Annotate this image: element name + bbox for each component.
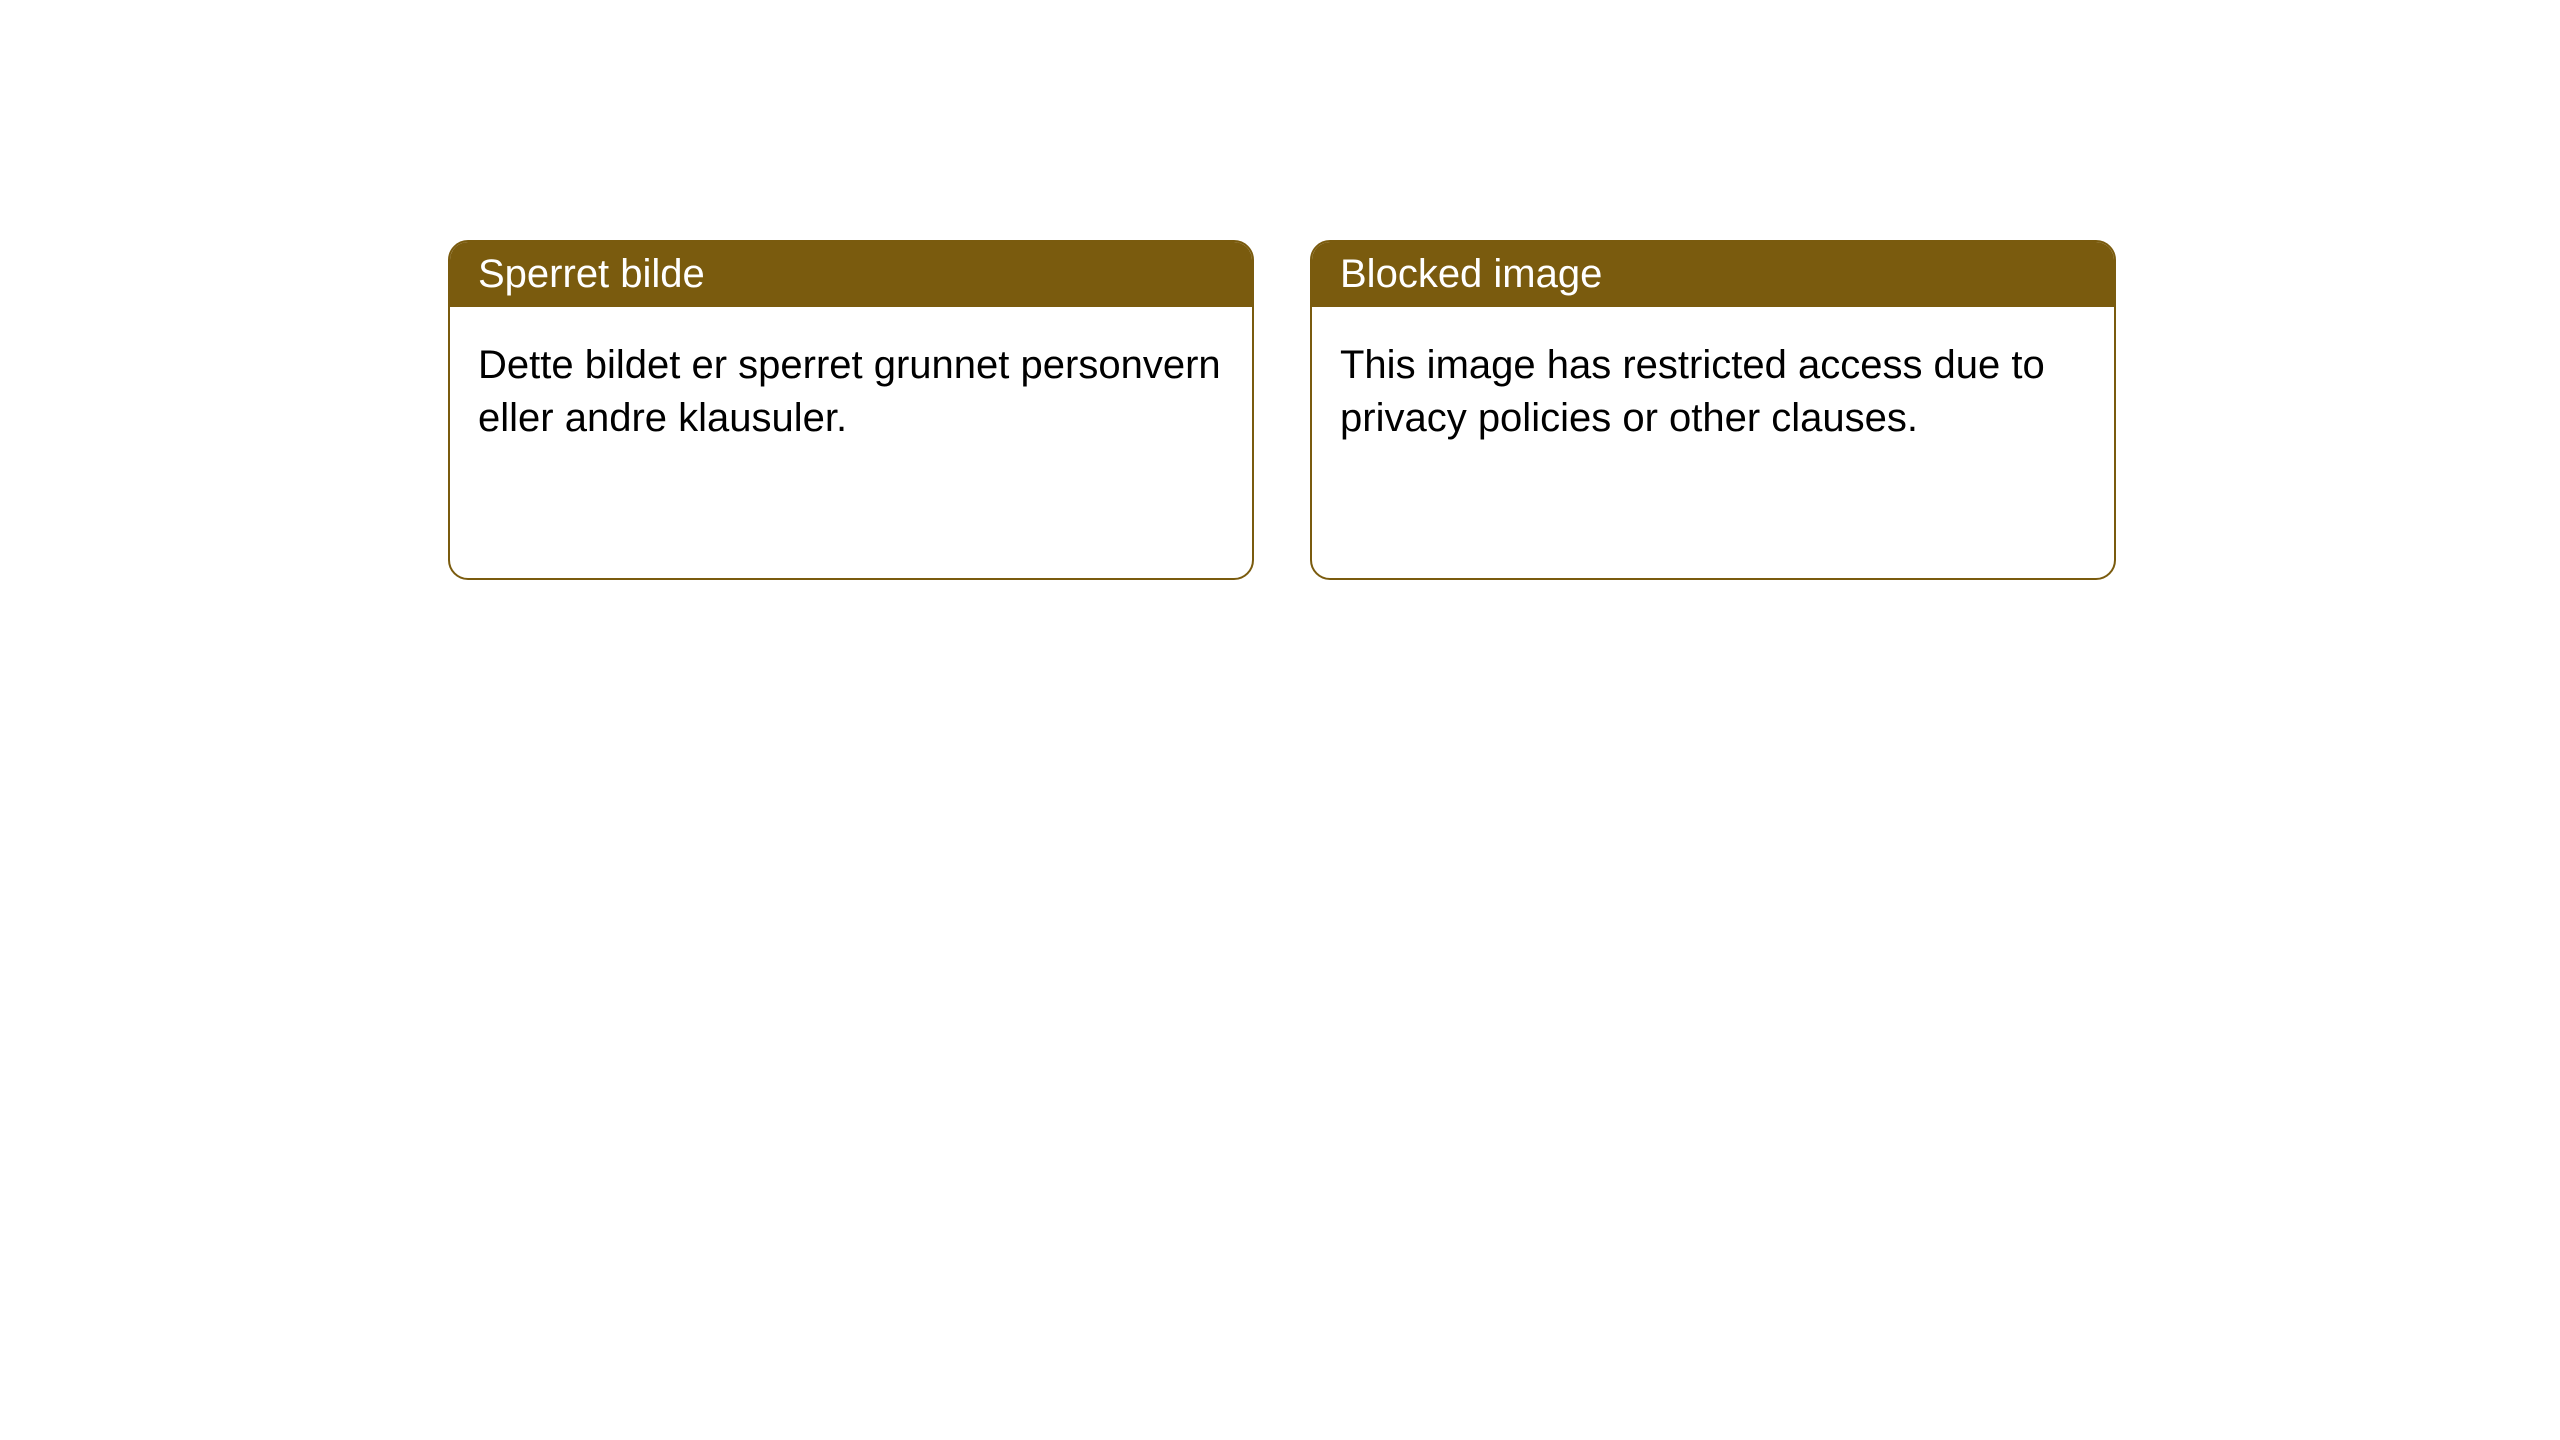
notice-card-english: Blocked image This image has restricted … [1310, 240, 2116, 580]
card-header: Sperret bilde [450, 242, 1252, 307]
card-body-text: This image has restricted access due to … [1340, 343, 2045, 440]
card-title: Blocked image [1340, 252, 1602, 296]
card-body: This image has restricted access due to … [1312, 307, 2114, 477]
card-header: Blocked image [1312, 242, 2114, 307]
card-title: Sperret bilde [478, 252, 705, 296]
notice-card-norwegian: Sperret bilde Dette bildet er sperret gr… [448, 240, 1254, 580]
card-body-text: Dette bildet er sperret grunnet personve… [478, 343, 1221, 440]
card-body: Dette bildet er sperret grunnet personve… [450, 307, 1252, 477]
notice-cards-container: Sperret bilde Dette bildet er sperret gr… [448, 240, 2116, 580]
